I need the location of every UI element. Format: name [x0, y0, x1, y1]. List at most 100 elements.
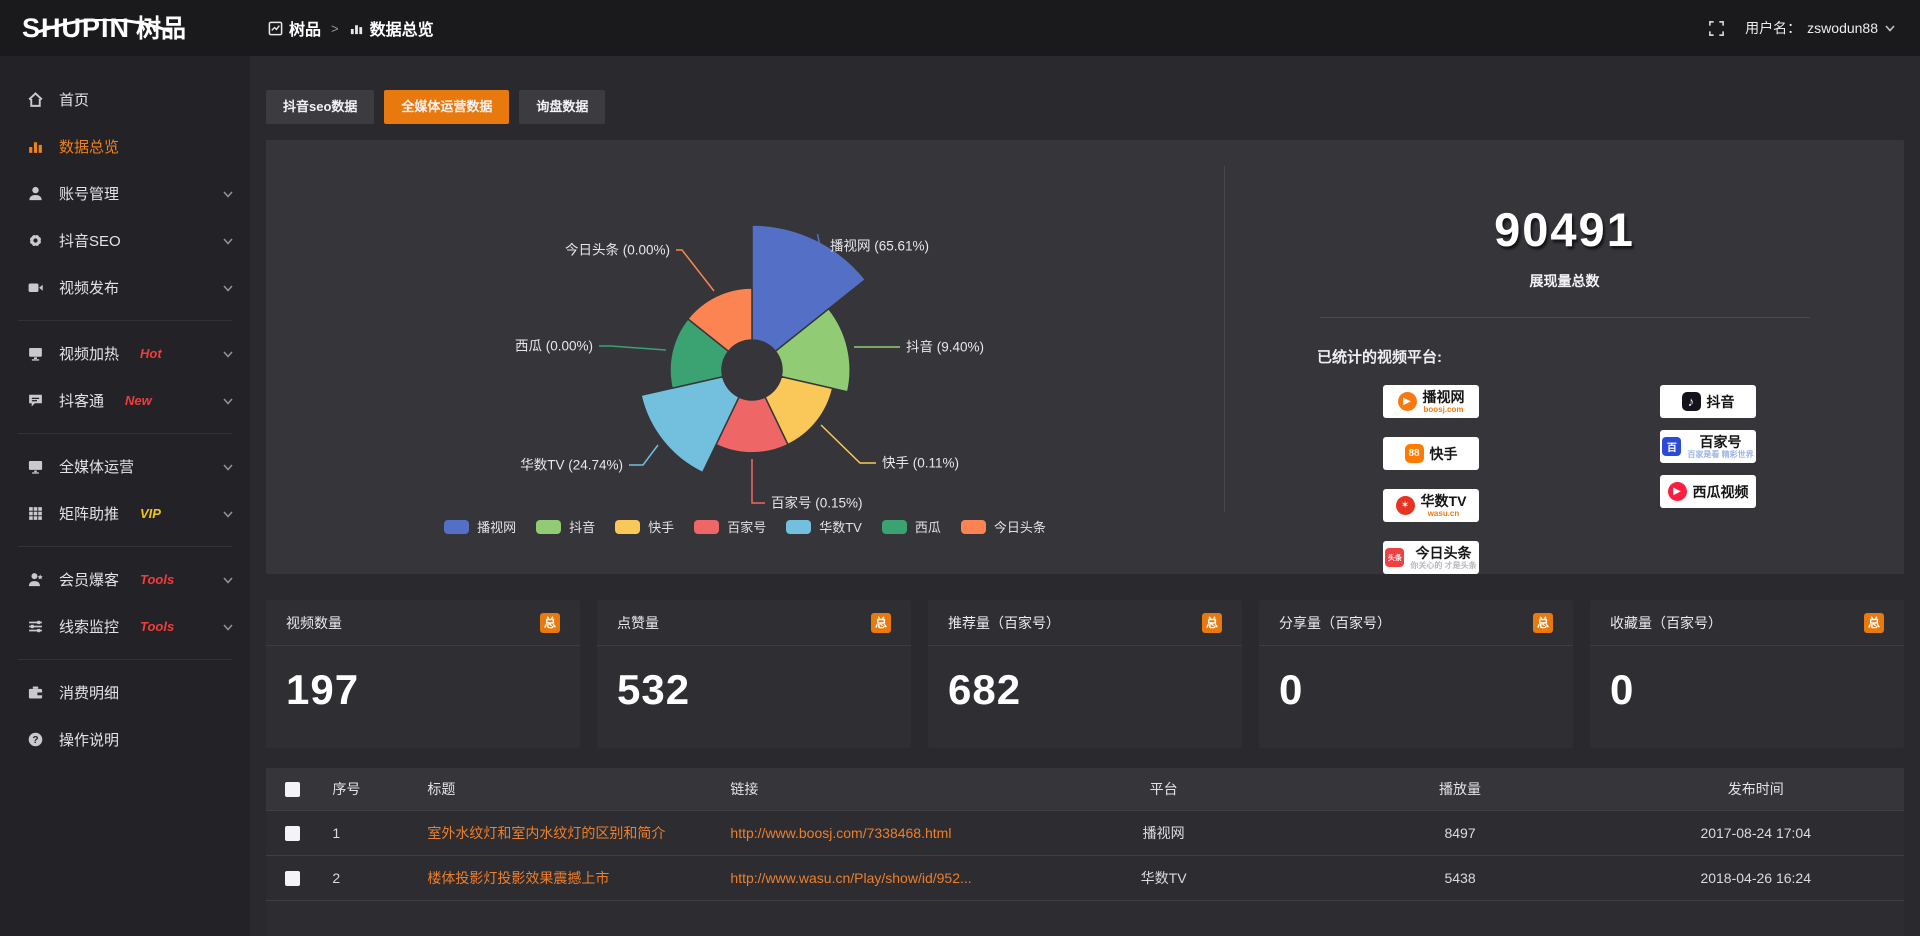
sidebar-item-矩阵助推[interactable]: 矩阵助推 VIP — [0, 490, 250, 537]
stat-card-header: 分享量（百家号） 总 — [1259, 600, 1573, 646]
sidebar-item-label: 视频加热 — [59, 346, 120, 363]
cell-title-link[interactable]: 楼体投影灯投影效果震撼上市 — [427, 869, 610, 886]
legend-label: 西瓜 — [914, 520, 941, 535]
stat-card-value: 197 — [286, 666, 360, 713]
platform-name: 华数TV — [1420, 492, 1467, 509]
total-badge[interactable]: 总 — [1533, 612, 1553, 633]
legend-swatch — [615, 519, 641, 534]
pie-label-华数TV: 华数TV (24.74%) — [520, 458, 623, 473]
sidebar-item-tag: New — [125, 393, 152, 408]
pie-slice-播视网[interactable] — [751, 224, 867, 353]
stat-cards-row: 视频数量总 197 点赞量总 532 推荐量（百家号）总 682 分享量（百家号）总 0 收藏量… — [266, 600, 1904, 748]
table-row: 2 楼体投影灯投影效果震撼上市 http://www.wasu.cn/Play/sh… — [266, 855, 1904, 900]
legend-item-抖音[interactable]: 抖音 — [536, 517, 595, 536]
platform-badge-抖音: ♪ 抖音 — [1660, 385, 1756, 418]
pie-label-播视网: 播视网 (65.61%) — [830, 239, 929, 254]
legend-item-西瓜[interactable]: 西瓜 — [881, 517, 941, 536]
chevron-down-icon — [223, 285, 233, 292]
sidebar-item-账号管理[interactable]: 账号管理 — [0, 170, 250, 217]
legend-item-今日头条[interactable]: 今日头条 — [960, 517, 1046, 536]
sidebar-item-抖客通[interactable]: 抖客通 New — [0, 377, 250, 424]
fullscreen-icon[interactable] — [1708, 20, 1725, 37]
breadcrumb: 树品 > 数据总览 — [268, 16, 434, 40]
wallet-icon — [28, 686, 43, 699]
pie-label-line — [820, 424, 876, 464]
platform-subtext: 你关心的 才是头条 — [1410, 560, 1477, 570]
tab-全媒体运营数据[interactable]: 全媒体运营数据 — [384, 90, 510, 124]
legend-item-播视网[interactable]: 播视网 — [444, 517, 516, 536]
board-chart-icon — [268, 21, 283, 35]
pie-slice-华数TV[interactable] — [640, 375, 740, 474]
sidebar-item-视频发布[interactable]: 视频发布 — [0, 264, 250, 311]
pie-slice-抖音[interactable] — [774, 307, 851, 393]
legend-item-快手[interactable]: 快手 — [615, 517, 674, 536]
sidebar-item-tag: Tools — [140, 619, 175, 634]
sidebar-item-首页[interactable]: 首页 — [0, 76, 250, 123]
chat-icon — [29, 394, 42, 407]
legend-label: 快手 — [648, 520, 675, 535]
stat-card-收藏量（百家号）: 收藏量（百家号） 总 0 — [1590, 600, 1904, 748]
overview-panel: 播视网 (65.61%) 抖音 (9.40%) 快手 (0.11%) 百家号 (0.1… — [266, 140, 1904, 574]
sidebar-item-抖音SEO[interactable]: 抖音SEO — [0, 217, 250, 264]
chevron-down-icon — [1885, 25, 1895, 32]
stat-card-title: 分享量（百家号） — [1279, 614, 1391, 631]
sliders-icon — [29, 620, 42, 633]
sidebar-item-label: 首页 — [59, 92, 90, 109]
stat-card-推荐量（百家号）: 推荐量（百家号） 总 682 — [928, 600, 1242, 748]
sidebar-divider — [18, 320, 232, 321]
user-menu[interactable]: 用户名： zswodun88 — [1745, 18, 1896, 38]
row-checkbox[interactable] — [284, 870, 300, 886]
legend-item-百家号[interactable]: 百家号 — [694, 517, 766, 536]
rose-pie-chart[interactable]: 播视网 (65.61%) 抖音 (9.40%) 快手 (0.11%) 百家号 (0.1… — [266, 140, 1224, 544]
breadcrumb-current-label: 数据总览 — [369, 22, 434, 39]
platforms-label: 已统计的视频平台: — [1317, 349, 1442, 366]
total-badge[interactable]: 总 — [1864, 612, 1884, 633]
chevron-down-icon — [223, 238, 233, 245]
cell-title-link[interactable]: 室外水纹灯和室内水纹灯的区别和简介 — [427, 824, 666, 841]
video-table: 序号 标题 链接 平台 播放量 发布时间 1 室外水纹灯和室内水纹灯的区别和简介 h… — [266, 768, 1904, 936]
platform-subtext: 百家是看 精彩世界 — [1687, 449, 1754, 459]
breadcrumb-current[interactable]: 数据总览 — [349, 16, 434, 40]
tab-询盘数据[interactable]: 询盘数据 — [519, 90, 606, 124]
chevron-down-icon — [223, 577, 233, 584]
platform-badge-今日头条: 头条 今日头条 你关心的 才是头条 — [1383, 541, 1479, 574]
pie-label-西瓜: 西瓜 (0.00%) — [515, 339, 593, 354]
brand-logo[interactable]: SHUPIN 树品 — [0, 14, 250, 42]
pie-label-百家号: 百家号 (0.15%) — [771, 495, 863, 511]
sidebar-item-消费明细[interactable]: 消费明细 — [0, 669, 250, 716]
sidebar-item-数据总览[interactable]: 数据总览 — [0, 123, 250, 170]
stat-card-header: 点赞量 总 — [597, 600, 911, 646]
monitor-icon — [28, 460, 43, 474]
legend-swatch — [536, 519, 562, 534]
xigua-logo-icon: ▶ — [1667, 482, 1687, 501]
platform-name: 抖音 — [1706, 393, 1735, 410]
cell-plays: 8497 — [1444, 824, 1476, 841]
sidebar-item-操作说明[interactable]: ? 操作说明 — [0, 716, 250, 763]
total-badge[interactable]: 总 — [540, 612, 560, 633]
cell-url-link[interactable]: http://www.wasu.cn/Play/show/id/952... — [730, 869, 972, 886]
breadcrumb-root[interactable]: 树品 — [268, 16, 321, 40]
select-all-checkbox[interactable] — [284, 782, 300, 798]
row-checkbox[interactable] — [284, 825, 300, 841]
pie-label-line — [816, 233, 824, 247]
legend-item-华数TV[interactable]: 华数TV — [786, 517, 862, 536]
col-link: 链接 — [730, 780, 759, 797]
sidebar-item-会员爆客[interactable]: 会员爆客 Tools — [0, 556, 250, 603]
sidebar-item-全媒体运营[interactable]: 全媒体运营 — [0, 443, 250, 490]
cell-published: 2017-08-24 17:04 — [1700, 824, 1811, 841]
total-badge[interactable]: 总 — [871, 612, 891, 633]
vertical-divider — [1224, 166, 1225, 512]
sidebar-item-线索监控[interactable]: 线索监控 Tools — [0, 603, 250, 650]
main-content: 抖音seo数据 全媒体运营数据 询盘数据 播视网 (65.61%) 抖音 (9.40%… — [250, 56, 1920, 936]
cell-url-link[interactable]: http://www.boosj.com/7338468.html — [730, 824, 952, 841]
total-badge[interactable]: 总 — [1202, 612, 1222, 633]
svg-text:?: ? — [32, 735, 38, 746]
sidebar-item-label: 数据总览 — [59, 139, 120, 156]
stat-card-title: 点赞量 — [617, 614, 659, 631]
platform-name: 播视网 — [1422, 388, 1465, 405]
sidebar-item-视频加热[interactable]: 视频加热 Hot — [0, 330, 250, 377]
sidebar-item-label: 消费明细 — [59, 685, 120, 702]
legend-label: 播视网 — [477, 520, 517, 535]
pie-slice-今日头条[interactable] — [686, 287, 753, 353]
tab-抖音seo数据[interactable]: 抖音seo数据 — [266, 90, 375, 124]
